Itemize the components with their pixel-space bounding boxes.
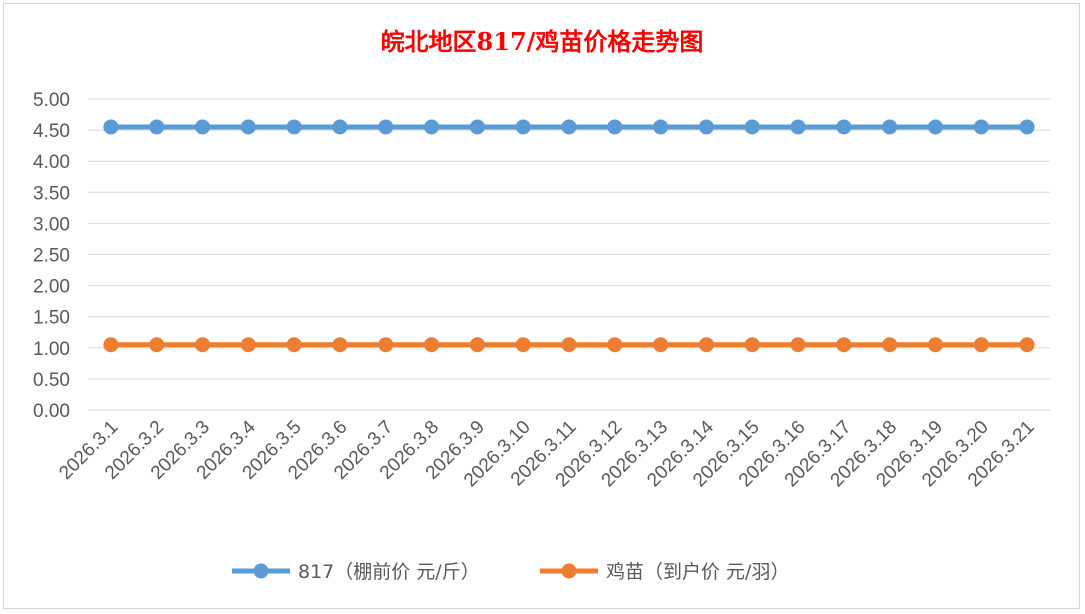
y-tick-label: 4.50 bbox=[33, 121, 70, 142]
legend-marker bbox=[561, 563, 577, 579]
data-point bbox=[561, 119, 577, 135]
data-point bbox=[240, 119, 256, 135]
y-axis-ticks: 0.00 0.50 1.00 1.50 2.00 2.50 3.00 3.50 4.00 4.50… bbox=[33, 90, 70, 422]
data-point bbox=[744, 119, 760, 135]
data-point bbox=[1019, 337, 1035, 353]
y-tick-label: 2.00 bbox=[33, 277, 70, 298]
data-point bbox=[240, 337, 256, 353]
chart-frame bbox=[3, 3, 1080, 609]
y-tick-label: 0.50 bbox=[33, 370, 70, 391]
data-point bbox=[515, 119, 531, 135]
data-point bbox=[424, 337, 440, 353]
data-point bbox=[561, 337, 577, 353]
data-point bbox=[882, 337, 898, 353]
y-tick-label: 2.50 bbox=[33, 246, 70, 267]
data-point bbox=[973, 337, 989, 353]
data-point bbox=[973, 119, 989, 135]
legend-marker bbox=[253, 563, 269, 579]
data-point bbox=[607, 119, 623, 135]
data-point bbox=[927, 119, 943, 135]
data-point bbox=[698, 119, 714, 135]
legend: 817（棚前价 元/斤） 鸡苗（到户价 元/羽） bbox=[232, 561, 789, 583]
data-point bbox=[744, 337, 760, 353]
data-point bbox=[653, 337, 669, 353]
y-tick-label: 1.00 bbox=[33, 339, 70, 360]
data-point bbox=[195, 119, 211, 135]
y-tick-label: 4.00 bbox=[33, 152, 70, 173]
data-point bbox=[653, 119, 669, 135]
data-point bbox=[195, 337, 211, 353]
legend-item: 817（棚前价 元/斤） bbox=[232, 561, 480, 583]
y-tick-label: 3.00 bbox=[33, 214, 70, 235]
gridlines bbox=[88, 98, 1050, 411]
data-point bbox=[149, 337, 165, 353]
data-point bbox=[332, 337, 348, 353]
data-point bbox=[607, 337, 623, 353]
data-point bbox=[836, 337, 852, 353]
data-point bbox=[103, 119, 119, 135]
chart-title: 皖北地区817/鸡苗价格走势图 bbox=[381, 27, 704, 56]
data-point bbox=[332, 119, 348, 135]
data-point bbox=[469, 337, 485, 353]
data-point bbox=[469, 119, 485, 135]
data-point bbox=[378, 337, 394, 353]
data-point bbox=[378, 119, 394, 135]
data-point bbox=[698, 337, 714, 353]
data-point bbox=[836, 119, 852, 135]
data-point bbox=[790, 337, 806, 353]
legend-label: 817（棚前价 元/斤） bbox=[298, 561, 480, 583]
y-tick-label: 3.50 bbox=[33, 183, 70, 204]
data-point bbox=[927, 337, 943, 353]
data-point bbox=[515, 337, 531, 353]
data-point bbox=[424, 119, 440, 135]
data-point bbox=[790, 119, 806, 135]
y-tick-label: 5.00 bbox=[33, 90, 70, 111]
data-point bbox=[286, 119, 302, 135]
data-point bbox=[882, 119, 898, 135]
legend-item: 鸡苗（到户价 元/羽） bbox=[540, 561, 789, 583]
data-point bbox=[286, 337, 302, 353]
y-tick-label: 0.00 bbox=[33, 401, 70, 422]
data-point bbox=[149, 119, 165, 135]
data-point bbox=[103, 337, 119, 353]
x-axis-ticks: 2026.3.12026.3.22026.3.32026.3.42026.3.5… bbox=[55, 416, 1038, 491]
y-tick-label: 1.50 bbox=[33, 308, 70, 329]
series-group bbox=[103, 119, 1035, 353]
data-point bbox=[1019, 119, 1035, 135]
legend-label: 鸡苗（到户价 元/羽） bbox=[606, 561, 789, 583]
